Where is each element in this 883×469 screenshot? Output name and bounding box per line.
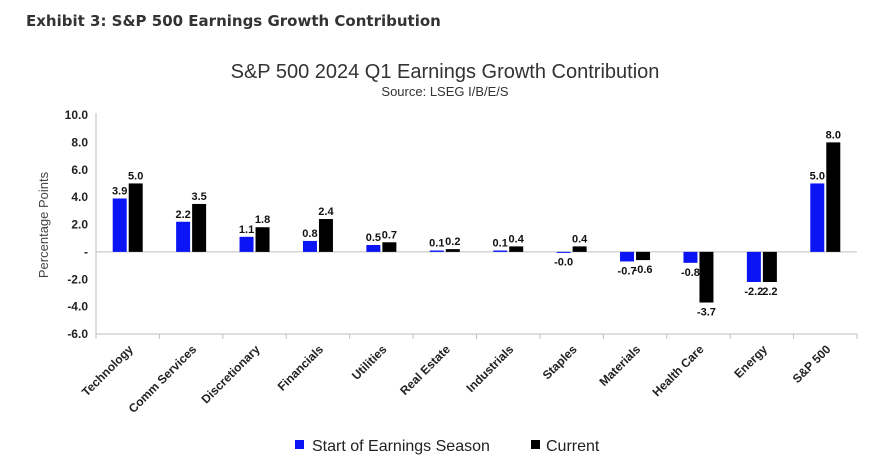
legend-swatch-start bbox=[295, 440, 304, 449]
axes bbox=[95, 113, 858, 339]
bar-start-11 bbox=[810, 183, 825, 252]
bar-start-0 bbox=[112, 198, 127, 252]
x-tick-label: Energy bbox=[731, 342, 770, 381]
x-tick-label: S&P 500 bbox=[790, 342, 834, 386]
bar-current-3 bbox=[318, 219, 333, 252]
bar-start-9 bbox=[683, 251, 698, 263]
y-tick-label: -4.0 bbox=[67, 300, 88, 314]
bar-start-10 bbox=[746, 251, 761, 282]
legend-label-start: Start of Earnings Season bbox=[312, 438, 490, 455]
bar-start-8 bbox=[620, 251, 635, 262]
y-tick-label: -6.0 bbox=[67, 327, 88, 341]
data-label: -0.8 bbox=[681, 267, 700, 279]
data-label: 1.8 bbox=[255, 214, 270, 226]
bar-current-2 bbox=[255, 227, 270, 252]
bar-current-9 bbox=[699, 251, 714, 303]
data-label: 2.2 bbox=[762, 286, 777, 298]
legend-swatch-current bbox=[531, 440, 540, 449]
bar-current-0 bbox=[128, 183, 143, 252]
legend-label-current: Current bbox=[546, 438, 600, 455]
x-tick-label: Financials bbox=[275, 342, 327, 394]
y-tick-label: 6.0 bbox=[71, 163, 88, 177]
x-tick-label: Health Care bbox=[650, 342, 707, 399]
data-label: -2.2 bbox=[744, 286, 763, 298]
data-label: 0.1 bbox=[493, 238, 508, 250]
bar-start-7 bbox=[556, 251, 571, 253]
data-labels: 3.9 2.2 1.1 0.8 0.5 0.1 0.1 -0.0 -0.7 -0.8 -2.2 5.0… bbox=[112, 129, 841, 318]
y-axis-label: Percentage Points bbox=[36, 171, 51, 278]
bar-start-2 bbox=[239, 236, 254, 252]
bar-start-5 bbox=[429, 250, 444, 252]
data-label: 0.5 bbox=[366, 232, 381, 244]
bar-start-3 bbox=[302, 240, 317, 252]
bars bbox=[112, 142, 841, 303]
x-tick-label: Materials bbox=[596, 342, 643, 389]
y-tick-label: 10.0 bbox=[65, 108, 89, 122]
data-label: 1.1 bbox=[239, 224, 254, 236]
x-tick-label: Industrials bbox=[464, 342, 517, 395]
x-tick-label: Staples bbox=[540, 342, 580, 382]
x-tick-label: Comm Services bbox=[126, 342, 200, 416]
data-label: 2.4 bbox=[318, 206, 334, 218]
bar-start-1 bbox=[176, 221, 191, 252]
data-label: 2.2 bbox=[175, 209, 190, 221]
bar-current-4 bbox=[382, 242, 397, 252]
bar-current-8 bbox=[636, 251, 651, 261]
data-label: 3.5 bbox=[191, 191, 206, 203]
bar-current-6 bbox=[509, 246, 524, 252]
data-label: 8.0 bbox=[826, 129, 841, 141]
bar-current-7 bbox=[572, 246, 587, 252]
data-label: 3.9 bbox=[112, 185, 127, 197]
exhibit-title: Exhibit 3: S&P 500 Earnings Growth Contr… bbox=[26, 12, 441, 30]
data-label: 0.2 bbox=[445, 236, 460, 248]
y-tick-label: - bbox=[84, 245, 88, 259]
y-tick-label: 2.0 bbox=[71, 218, 88, 232]
y-tick-label: 4.0 bbox=[71, 190, 88, 204]
y-tick-label: 8.0 bbox=[71, 135, 88, 149]
data-label: -0.0 bbox=[554, 256, 573, 268]
data-label: 0.4 bbox=[572, 233, 588, 245]
chart-subtitle: Source: LSEG I/B/E/S bbox=[381, 84, 508, 99]
x-tick-label: Utilities bbox=[349, 342, 390, 383]
x-tick-label: Discretionary bbox=[199, 342, 263, 406]
data-label: 0.1 bbox=[429, 238, 444, 250]
data-label: 5.0 bbox=[810, 170, 825, 182]
bar-start-4 bbox=[366, 245, 381, 252]
data-label: 0.4 bbox=[509, 233, 525, 245]
data-label: -0.6 bbox=[634, 264, 653, 276]
legend: Start of Earnings Season Current bbox=[295, 438, 600, 455]
x-tick-label: Real Estate bbox=[397, 342, 453, 398]
data-label: -0.7 bbox=[618, 265, 637, 277]
bar-current-10 bbox=[762, 251, 777, 282]
bar-current-11 bbox=[826, 142, 841, 252]
bar-current-5 bbox=[445, 249, 460, 252]
data-label: 0.7 bbox=[382, 229, 397, 241]
chart-title: S&P 500 2024 Q1 Earnings Growth Contribu… bbox=[231, 61, 660, 83]
y-tick-label: -2.0 bbox=[67, 272, 88, 286]
x-tick-label: Technology bbox=[79, 342, 136, 399]
y-axis-ticks: 10.0 8.0 6.0 4.0 2.0 - -2.0 -4.0 -6.0 bbox=[65, 108, 89, 341]
data-label: 5.0 bbox=[128, 170, 143, 182]
data-label: 0.8 bbox=[302, 228, 317, 240]
bar-start-6 bbox=[493, 250, 508, 252]
data-label: -3.7 bbox=[697, 307, 716, 319]
bar-current-1 bbox=[192, 203, 207, 252]
